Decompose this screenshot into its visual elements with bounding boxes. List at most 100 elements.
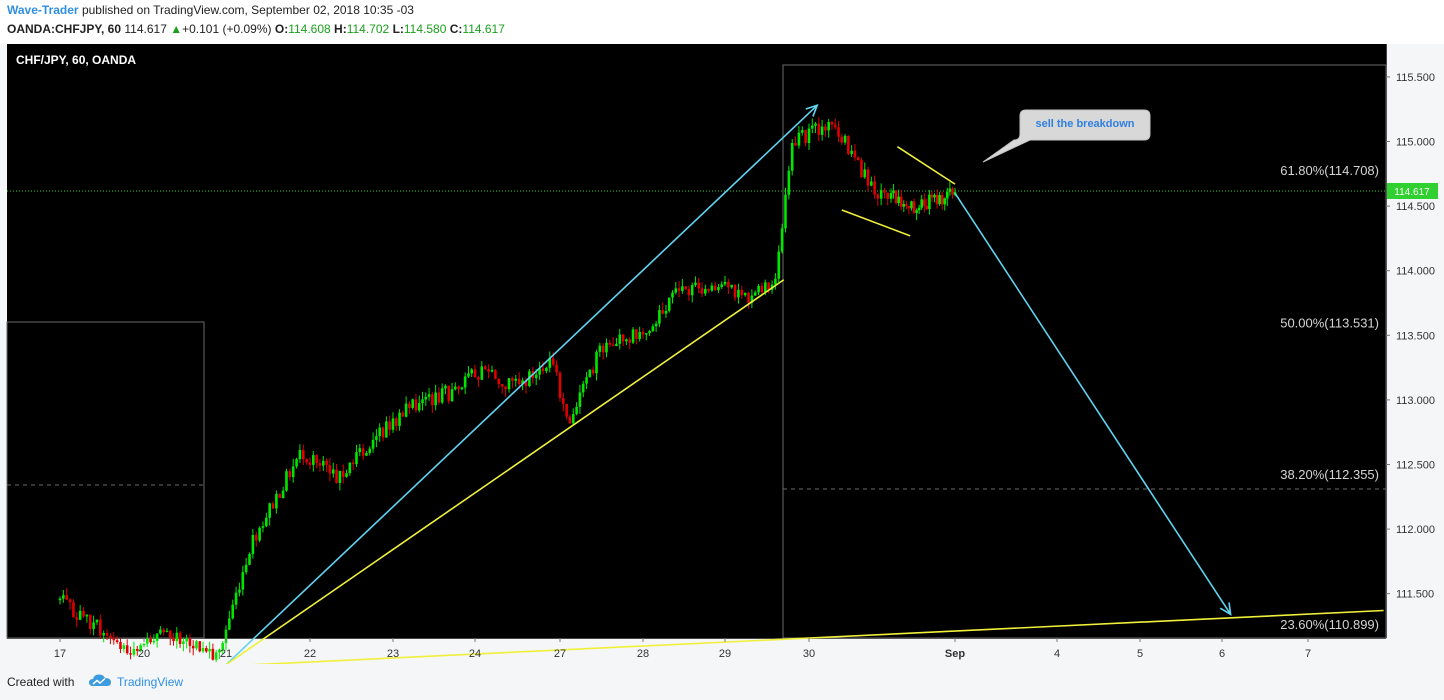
candle-body (301, 450, 305, 460)
candle-body (221, 643, 225, 650)
candle-body (837, 127, 840, 137)
candle-body (381, 427, 385, 438)
candle-body (172, 637, 175, 642)
candle-body (930, 194, 934, 198)
time-tick-label: 5 (1137, 648, 1143, 660)
time-tick-label: 21 (220, 648, 232, 660)
time-tick-label: 20 (138, 648, 150, 660)
candle-body (58, 598, 62, 601)
page-footer: Created with TradingView (0, 664, 1444, 700)
arrow-head (805, 104, 819, 117)
sell-breakdown-callout[interactable]: sell the breakdown (982, 109, 1151, 163)
publish-header: Wave-Trader published on TradingView.com… (0, 0, 1444, 44)
candle-body (95, 619, 99, 623)
candle-body (687, 288, 691, 296)
candle-body (198, 641, 202, 652)
candle-body (611, 344, 615, 347)
candle-body (152, 640, 156, 643)
candle-body (740, 289, 744, 296)
candle-body (840, 136, 844, 143)
candle-body (760, 285, 764, 293)
candle-body (191, 645, 195, 649)
arrow-line (954, 192, 1232, 615)
candle-body (318, 463, 322, 466)
candle-body (824, 126, 827, 131)
close-value: 114.617 (462, 22, 505, 36)
candle-body (201, 648, 205, 652)
time-tick-label: 22 (304, 648, 316, 660)
candle-body (514, 378, 518, 381)
candle-body (175, 632, 179, 642)
candle-body (88, 614, 92, 629)
candle-body (667, 297, 671, 311)
time-tick-label: 30 (803, 648, 815, 660)
candle-body (65, 595, 69, 600)
candle-body (674, 288, 678, 293)
candle-body (750, 295, 754, 303)
candle-body (733, 284, 737, 298)
candle-body (411, 399, 414, 409)
candle-body (830, 122, 834, 125)
fib-retracement[interactable]: 61.80%(114.708) 50.00%(113.531) 38.20%(112… (6, 64, 1387, 639)
candle-body (935, 194, 939, 205)
candle-body (870, 181, 873, 186)
candle-body (856, 157, 860, 161)
candle-body (251, 534, 255, 555)
candle-body (487, 369, 490, 372)
candle-body (325, 460, 328, 466)
time-tick-label: 23 (387, 648, 399, 660)
candle-body (288, 471, 292, 478)
candle-body (625, 339, 628, 342)
candle-body (717, 287, 720, 291)
price-tick-label: 112.000 (1396, 524, 1435, 536)
candle-body (211, 648, 215, 660)
price-chart[interactable]: 61.80%(114.708) 50.00%(113.531) 38.20%(112… (0, 44, 1444, 664)
up-triangle-icon: ▲ (170, 22, 183, 36)
candle-body (677, 288, 681, 291)
candle-body (214, 652, 218, 660)
drawing-tools (225, 104, 1384, 664)
candle-body (285, 471, 288, 491)
candle-body (463, 376, 467, 388)
current-price-tag (1387, 182, 1438, 199)
chart-title: CHF/JPY, 60, OANDA (16, 53, 136, 67)
candle-body (398, 412, 401, 426)
candle-body (879, 190, 883, 199)
candle-body (408, 403, 411, 409)
candle-body (368, 448, 372, 454)
candle-body (641, 331, 645, 335)
candle-body (784, 194, 787, 229)
author-link[interactable]: Wave-Trader (7, 3, 79, 17)
candle-body (234, 592, 238, 605)
candle-body (920, 199, 924, 208)
candle-body (371, 439, 375, 449)
candle-body (910, 201, 913, 209)
candle-body (635, 329, 638, 339)
candle-body (195, 641, 198, 649)
candle-body (312, 455, 315, 465)
plot-area (7, 44, 1386, 638)
price-change: +0.101 (+0.09%) (182, 22, 272, 36)
candle-body (661, 310, 664, 314)
candle-body (328, 465, 332, 474)
candle-body (271, 503, 275, 509)
candle-body (162, 629, 165, 633)
candle-body (797, 132, 801, 146)
candle-body (417, 403, 421, 411)
candle-body (807, 128, 811, 144)
candle-body (863, 169, 867, 178)
candle-body (940, 194, 944, 205)
time-tick-label: 7 (1305, 648, 1311, 660)
candle-body (585, 377, 588, 384)
symbol-name: OANDA:CHFJPY, 60 (7, 22, 122, 36)
candle-body (68, 599, 72, 603)
candle-body (820, 126, 824, 135)
candle-body (394, 418, 398, 426)
current-price-tag-label: 114.617 (1394, 187, 1430, 198)
candle-body (876, 194, 880, 199)
candle-body (494, 369, 497, 379)
tradingview-link[interactable]: TradingView (117, 675, 184, 689)
candle-body (774, 278, 777, 285)
candle-body (873, 181, 876, 195)
candle-body (700, 288, 704, 294)
